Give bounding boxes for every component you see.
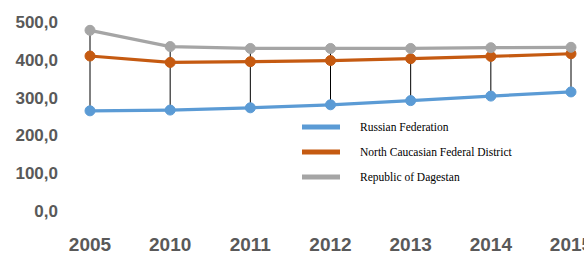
legend-label: Republic of Dagestan xyxy=(360,171,460,184)
series-line xyxy=(90,92,571,111)
series-marker xyxy=(326,43,336,53)
y-tick-label: 0,0 xyxy=(34,202,58,221)
legend-label: Russian Federation xyxy=(360,121,449,133)
y-tick xyxy=(60,97,62,98)
series-marker xyxy=(165,57,175,67)
series-marker xyxy=(245,57,255,67)
series-marker xyxy=(406,54,416,64)
legend-label: North Caucasian Federal District xyxy=(360,146,512,158)
y-tick xyxy=(60,59,62,60)
x-tick-label: 2005 xyxy=(69,234,112,255)
series-marker xyxy=(566,87,576,97)
y-tick xyxy=(60,211,62,212)
series-marker xyxy=(486,43,496,53)
series-marker xyxy=(486,91,496,101)
y-tick xyxy=(60,135,62,136)
y-tick-label: 300,0 xyxy=(15,89,58,108)
legend-swatch xyxy=(302,150,340,155)
x-tick-label: 2010 xyxy=(149,234,191,255)
legend-swatch xyxy=(302,125,340,130)
series-marker xyxy=(85,106,95,116)
series-marker xyxy=(245,103,255,113)
y-tick xyxy=(60,22,62,23)
high-low-line xyxy=(90,30,91,111)
y-tick xyxy=(60,173,62,174)
x-tick-label: 2015 xyxy=(550,234,584,255)
y-tick-label: 500,0 xyxy=(15,13,58,32)
series-marker xyxy=(406,43,416,53)
y-tick-label: 100,0 xyxy=(15,164,58,183)
series-marker xyxy=(566,42,576,52)
x-tick-label: 2012 xyxy=(309,234,351,255)
legend-box xyxy=(292,114,568,193)
y-tick-label: 200,0 xyxy=(15,126,58,145)
series-marker xyxy=(406,96,416,106)
plot-area xyxy=(85,25,576,116)
series-marker xyxy=(245,43,255,53)
series-marker xyxy=(85,25,95,35)
high-low-line xyxy=(170,47,171,111)
series-marker xyxy=(326,56,336,66)
series-marker xyxy=(165,42,175,52)
series-marker xyxy=(326,100,336,110)
legend-swatch xyxy=(302,175,340,180)
series-marker xyxy=(85,51,95,61)
x-tick-label: 2011 xyxy=(230,234,272,255)
x-tick-label: 2014 xyxy=(470,234,513,255)
legend: Russian Federation North Caucasian Federa… xyxy=(292,114,568,193)
series-marker xyxy=(165,105,175,115)
chart: 0,0 100,0 200,0 300,0 400,0 500,0 2005 2010 2011… xyxy=(0,0,584,258)
y-tick-label: 400,0 xyxy=(15,51,58,70)
x-tick-label: 2013 xyxy=(390,234,432,255)
